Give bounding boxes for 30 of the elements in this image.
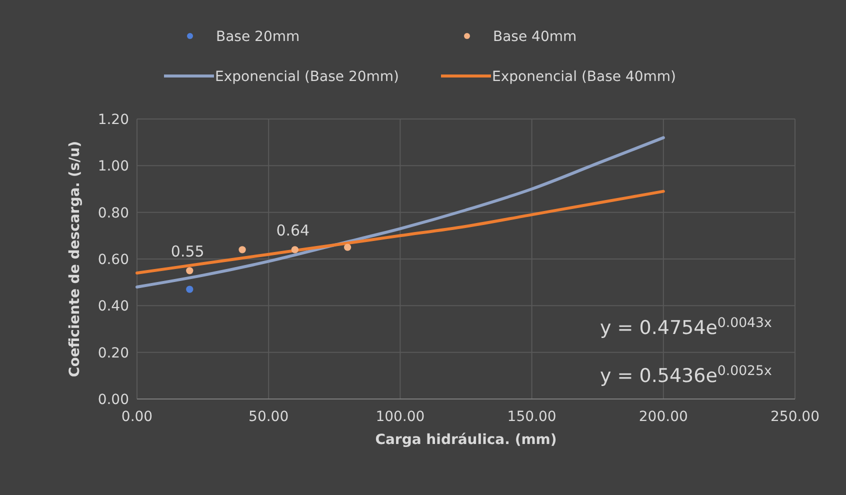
x-tick-label: 50.00	[248, 409, 289, 425]
x-tick-label: 200.00	[638, 409, 688, 425]
point	[186, 286, 194, 293]
x-axis-title: Carga hidráulica. (mm)	[375, 432, 557, 448]
point	[344, 244, 352, 251]
legend-label: Exponencial (Base 20mm)	[215, 69, 400, 85]
data-label: 0.55	[170, 242, 204, 261]
line-series	[136, 136, 665, 288]
y-tick-label: 0.40	[98, 298, 129, 315]
point	[291, 246, 298, 254]
point	[238, 246, 246, 254]
y-tick-label: 0.60	[98, 252, 129, 268]
y-tick-label: 0.20	[98, 345, 129, 362]
x-tick-label: 100.00	[376, 409, 425, 425]
y-axis-title: Coeficiente de descarga. (s/u)	[67, 140, 83, 378]
y-tick-label: 1.00	[98, 158, 129, 175]
legend-label: Base 40mm	[493, 29, 577, 45]
y-tick-label: 0.00	[98, 392, 129, 408]
line-series	[136, 190, 665, 274]
x-tick-label: 150.00	[507, 409, 556, 425]
annotation: y = 0.5436e$^{0.0025x}$	[600, 364, 772, 387]
y-tick-label: 0.80	[98, 205, 129, 222]
x-tick-label: 0.00	[121, 409, 153, 425]
y-tick-label: 1.20	[98, 112, 129, 128]
annotation: y = 0.4754e$^{0.0043x}$	[600, 316, 772, 339]
legend-label: Exponencial (Base 40mm)	[492, 69, 676, 85]
data-label: 0.64	[276, 222, 310, 240]
point	[186, 267, 194, 274]
x-tick-label: 250.00	[770, 409, 820, 425]
legend-label: Base 20mm	[216, 29, 300, 45]
